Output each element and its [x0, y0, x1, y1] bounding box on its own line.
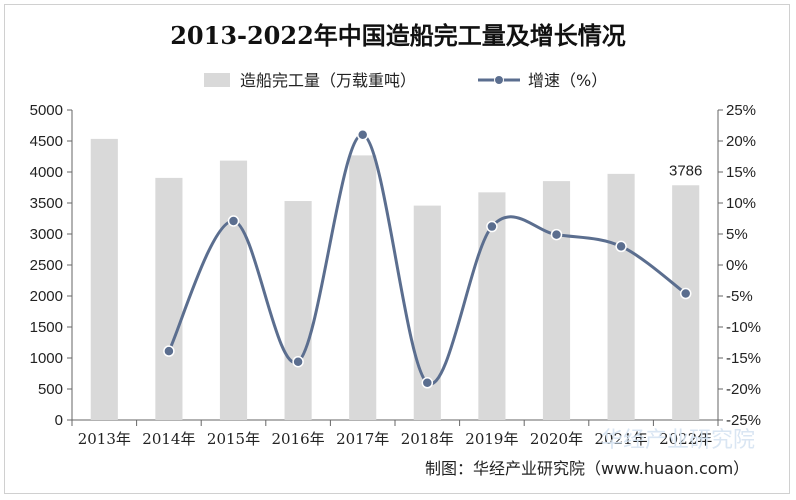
x-tick-label: 2021年 [595, 430, 648, 448]
growth-marker [486, 220, 498, 233]
x-tick-label: 2014年 [142, 430, 195, 448]
growth-marker [550, 228, 563, 241]
y-right-tick-label: -15% [726, 350, 761, 367]
bar [349, 155, 377, 420]
y-right-tick-label: -20% [726, 381, 761, 398]
growth-marker [292, 355, 304, 368]
x-tick-label: 2019年 [465, 430, 518, 448]
source-note: 制图：华经产业研究院（www.huaon.com） [425, 459, 749, 478]
y-left-tick-label: 4500 [30, 133, 63, 150]
growth-marker [356, 129, 369, 141]
y-left-tick-label: 500 [38, 381, 63, 398]
bar [672, 185, 700, 420]
bar [542, 181, 571, 420]
legend: 造船完工量（万载重吨） 增速（%） [204, 71, 607, 90]
y-right-tick-label: -10% [726, 319, 761, 336]
y-left-tick-label: 3500 [30, 195, 63, 212]
growth-marker [227, 215, 240, 227]
growth-marker [163, 345, 175, 357]
x-tick-label: 2022年 [659, 430, 712, 448]
y-right-tick-label: 25% [726, 102, 756, 119]
growth-marker [615, 240, 627, 253]
y-right-tick-label: 5% [726, 226, 748, 243]
x-tick-label: 2013年 [78, 430, 131, 448]
y-left-tick-label: 2000 [30, 288, 63, 305]
y-right-tick-label: 20% [726, 133, 756, 150]
y-left-tick-label: 0 [55, 412, 63, 429]
y-left-tick-label: 5000 [30, 102, 63, 119]
line-series [163, 129, 692, 389]
bar [90, 138, 118, 420]
x-tick-label: 2015年 [207, 430, 260, 448]
legend-bar-swatch [204, 73, 230, 87]
y-right-tick-label: -25% [726, 412, 761, 429]
y-right-tick-label: 15% [726, 164, 756, 181]
watermark-text: 华经产业研究院 [601, 428, 755, 453]
legend-line-label: 增速（%） [528, 71, 607, 90]
bar [284, 201, 312, 420]
x-tick-label: 2018年 [401, 430, 454, 448]
bar-series [90, 138, 700, 421]
bar-value-label: 3786 [669, 162, 702, 179]
y-right-tick-label: 10% [726, 195, 756, 212]
chart-frame [4, 4, 790, 494]
growth-marker [421, 377, 434, 389]
y-left-tick-label: 4000 [30, 164, 63, 181]
bar [219, 160, 248, 421]
y-left-tick-label: 3000 [30, 226, 63, 243]
category-labels: 2013年 2014年 2015年 2016年 2017年 2018年 2019年 2020年… [78, 430, 713, 448]
legend-bar-label: 造船完工量（万载重吨） [240, 71, 416, 90]
y-right-tick-label: 0% [726, 257, 748, 274]
x-tick-label: 2020年 [530, 430, 583, 448]
chart-title: 2013-2022年中国造船完工量及增长情况 [170, 21, 626, 50]
bar [155, 177, 183, 420]
y-left-tick-label: 1500 [30, 319, 63, 336]
growth-marker [679, 287, 692, 300]
x-tick-label: 2016年 [272, 430, 325, 448]
y-right-tick-label: -5% [726, 288, 753, 305]
x-tick-label: 2017年 [336, 430, 389, 448]
growth-line [167, 133, 687, 386]
bar [607, 173, 635, 420]
y-left-tick-label: 1000 [30, 350, 63, 367]
y-left-tick-label: 2500 [30, 257, 63, 274]
legend-line-marker [494, 75, 504, 85]
